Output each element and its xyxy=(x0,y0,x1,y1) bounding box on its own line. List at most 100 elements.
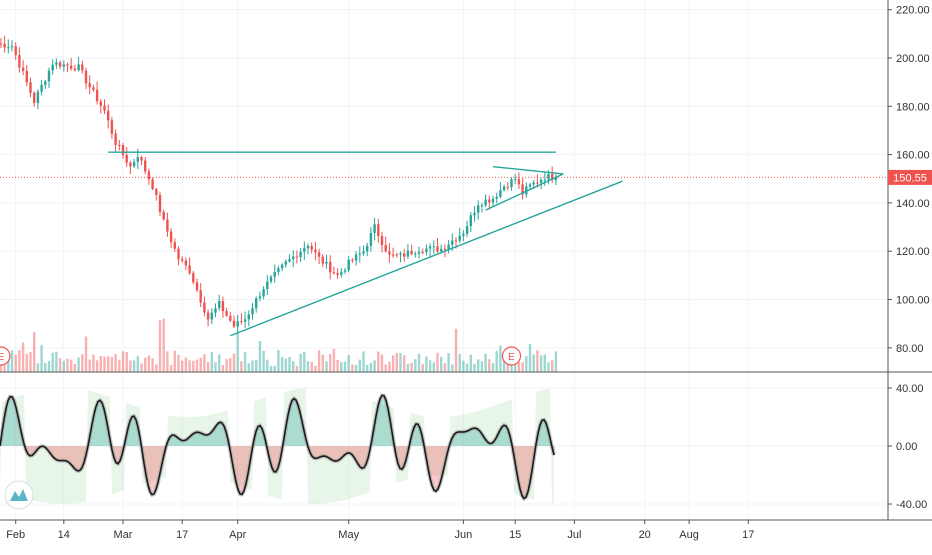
earnings-marker-label: E xyxy=(508,352,515,363)
candle-body xyxy=(303,248,306,252)
candle-body xyxy=(210,312,213,320)
time-tick-label: Aug xyxy=(679,529,699,541)
volume-bar xyxy=(7,358,10,372)
candle-body xyxy=(403,253,406,257)
time-tick-label: 14 xyxy=(58,529,70,541)
candle-body xyxy=(73,68,77,71)
volume-bar xyxy=(62,360,65,372)
candle-body xyxy=(47,70,51,82)
volume-bar xyxy=(29,351,32,372)
candle-body xyxy=(243,319,247,322)
candle-body xyxy=(465,226,469,234)
time-tick-label: Apr xyxy=(229,529,246,541)
volume-bar xyxy=(421,364,424,372)
candle-body xyxy=(495,196,498,199)
volume-bar xyxy=(469,354,472,372)
volume-bar xyxy=(129,360,132,372)
candle-body xyxy=(147,171,151,180)
volume-bar xyxy=(162,318,165,372)
volume-bar xyxy=(110,356,114,372)
volume-bar xyxy=(388,361,391,372)
volume-bar xyxy=(21,342,25,372)
time-tick-label: 20 xyxy=(639,529,651,541)
volume-bar xyxy=(488,359,491,372)
candle-body xyxy=(325,261,328,264)
volume-bar xyxy=(292,361,295,372)
volume-bar xyxy=(525,356,528,372)
volume-bar xyxy=(18,350,21,372)
candle-body xyxy=(484,199,487,206)
candle-body xyxy=(288,259,291,262)
candle-body xyxy=(129,162,132,167)
volume-bar xyxy=(158,320,162,372)
volume-bar xyxy=(77,357,80,372)
volume-bar xyxy=(325,361,328,372)
price-axis-last-label: 150.55 xyxy=(888,169,932,185)
price-tick-label: 180.00 xyxy=(896,101,930,113)
candle-body xyxy=(214,308,217,313)
candle-body xyxy=(347,259,350,271)
candle-body xyxy=(232,320,236,327)
volume-bar xyxy=(273,365,276,372)
volume-bar xyxy=(169,364,173,372)
volume-bar xyxy=(432,362,435,372)
candle-body xyxy=(469,215,472,227)
price-tick-label: 80.00 xyxy=(896,343,924,355)
osc-tick-label: 40.00 xyxy=(896,383,924,395)
osc-tick-label: -40.00 xyxy=(896,499,927,511)
last-price-value: 150.55 xyxy=(893,172,927,184)
candle-body xyxy=(373,224,376,233)
candle-body xyxy=(110,120,114,134)
candle-body xyxy=(33,92,36,104)
volume-bar xyxy=(277,350,280,372)
candle-body xyxy=(203,302,206,313)
volume-bar xyxy=(358,359,361,372)
volume-bar xyxy=(240,361,243,372)
candle-body xyxy=(169,231,173,243)
candle-body xyxy=(277,268,280,272)
candle-body xyxy=(269,276,273,282)
volume-bar xyxy=(399,353,402,372)
candle-body xyxy=(310,246,313,250)
volume-bar xyxy=(155,364,158,372)
candle-body xyxy=(262,289,265,297)
trendline-support[interactable] xyxy=(230,180,623,337)
volume-bar xyxy=(329,354,332,372)
candle-body xyxy=(25,70,28,83)
earnings-marker[interactable] xyxy=(0,346,11,366)
candle-body xyxy=(399,253,402,255)
volume-bar xyxy=(510,361,513,372)
volume-bar xyxy=(484,353,487,372)
volume-bar xyxy=(299,353,302,372)
candle-body xyxy=(488,199,491,203)
candle-body xyxy=(406,250,410,257)
candle-body xyxy=(62,64,65,67)
volume-bar xyxy=(539,355,543,372)
time-tick-label: May xyxy=(338,529,359,541)
candle-body xyxy=(103,105,106,111)
trendline-triangle-lower[interactable] xyxy=(485,173,564,211)
candle-body xyxy=(188,265,191,274)
candle-body xyxy=(44,81,47,85)
candle-body xyxy=(218,301,221,309)
candle-body xyxy=(77,64,80,71)
candle-body xyxy=(506,186,509,188)
candle-body xyxy=(292,256,295,260)
trendline-triangle-upper[interactable] xyxy=(492,165,564,175)
candle-body xyxy=(340,271,343,275)
candle-body xyxy=(125,154,128,163)
candle-body xyxy=(36,91,40,104)
volume-bar xyxy=(295,365,299,372)
trendlines[interactable] xyxy=(0,151,888,337)
earnings-marker[interactable] xyxy=(501,346,522,366)
volume-bar xyxy=(266,359,269,372)
volume-bar xyxy=(310,362,313,372)
candle-body xyxy=(284,261,287,265)
volume-bar xyxy=(218,354,221,372)
candle-body xyxy=(280,264,284,269)
candle-body xyxy=(554,177,558,181)
tradingview-logo[interactable] xyxy=(4,480,34,510)
